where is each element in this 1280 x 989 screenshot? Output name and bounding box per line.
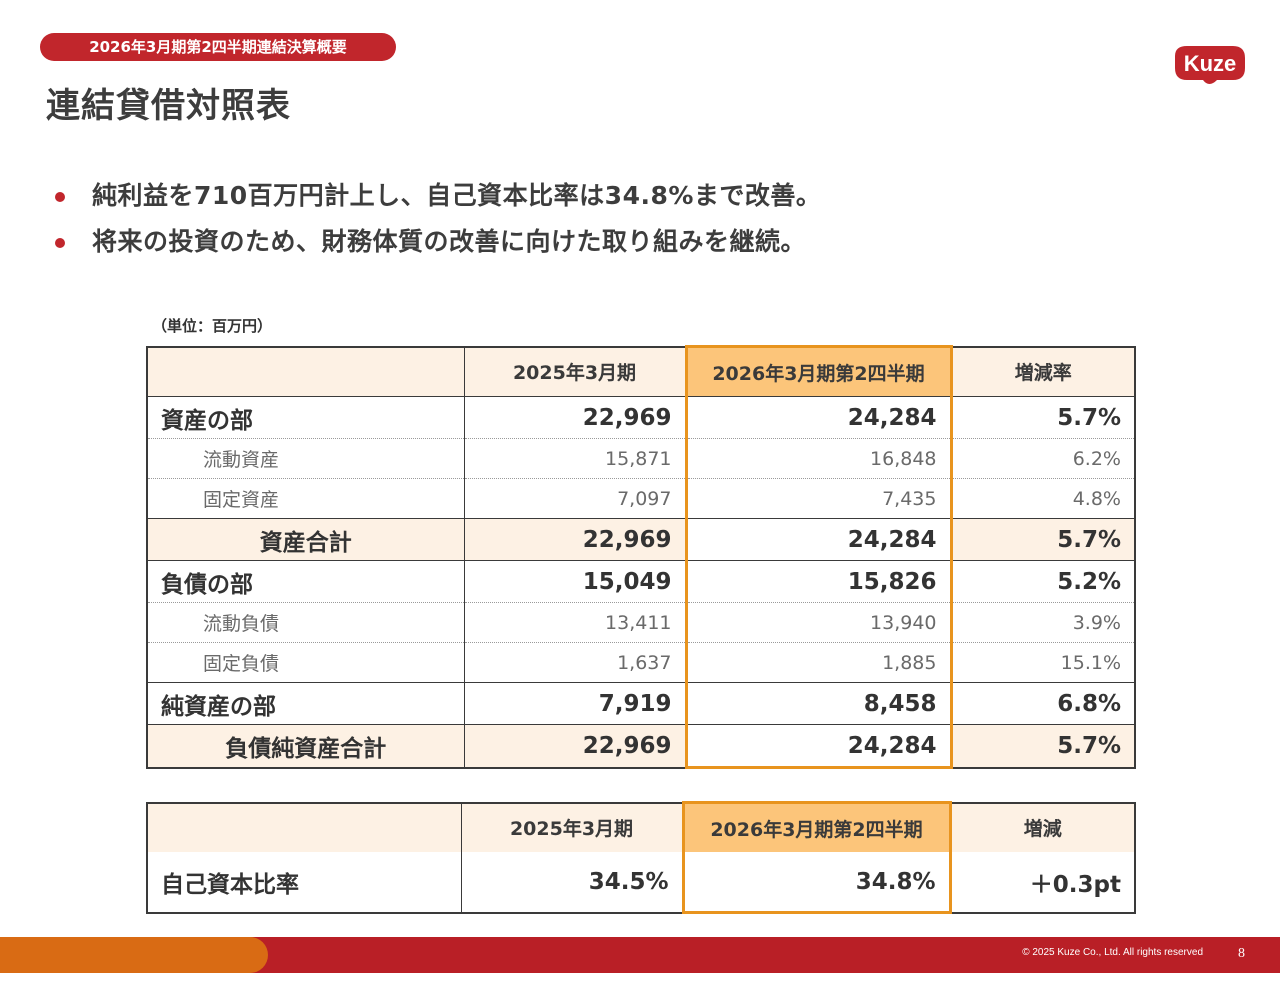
cell-rate: 4.8% <box>951 478 1135 519</box>
table-row-total: 資産合計 22,969 24,284 5.7% <box>147 518 1135 561</box>
table-row: 固定資産 7,097 7,435 4.8% <box>147 478 1135 519</box>
section-label: 2026年3月期第2四半期連結決算概要 <box>40 33 396 61</box>
cell-current: 16,848 <box>684 438 953 479</box>
unit-note: （単位：百万円） <box>152 317 273 335</box>
cell-current: 7,435 <box>684 478 953 519</box>
table-row: 純資産の部 7,919 8,458 6.8% <box>147 682 1135 725</box>
cell-current: 8,458 <box>684 682 953 725</box>
cell-prev: 1,637 <box>464 642 686 683</box>
cell-current: 34.8% <box>681 852 952 914</box>
cell-rate: 5.2% <box>951 560 1135 603</box>
header-cell-blank <box>147 346 465 397</box>
table-row: 資産の部 22,969 24,284 5.7% <box>147 396 1135 439</box>
cell-prev: 15,049 <box>464 560 686 603</box>
cell-prev: 22,969 <box>464 724 686 768</box>
cell-prev: 22,969 <box>464 518 686 561</box>
summary-bullets: 純利益を710百万円計上し、自己資本比率は34.8%まで改善。 将来の投資のため… <box>52 176 821 268</box>
table-row: 流動負債 13,411 13,940 3.9% <box>147 602 1135 643</box>
logo-text: Kuze <box>1184 51 1237 76</box>
cell-rate: 5.7% <box>951 724 1135 768</box>
row-label: 負債純資産合計 <box>147 724 465 768</box>
table-row: 自己資本比率 34.5% 34.8% ＋0.3pt <box>147 852 1135 914</box>
bullet-item: 純利益を710百万円計上し、自己資本比率は34.8%まで改善。 <box>52 176 821 222</box>
kuze-logo: Kuze <box>1175 46 1245 84</box>
row-label: 流動資産 <box>147 438 465 479</box>
row-label: 流動負債 <box>147 602 465 643</box>
cell-prev: 22,969 <box>464 396 686 439</box>
row-label: 固定資産 <box>147 478 465 519</box>
header-cell-current-period: 2026年3月期第2四半期 <box>684 345 953 397</box>
table-row-total: 負債純資産合計 22,969 24,284 5.7% <box>147 724 1135 769</box>
table-header-row: 2025年3月期 2026年3月期第2四半期 増減率 <box>147 345 1135 397</box>
cell-current: 1,885 <box>684 642 953 683</box>
cell-current: 13,940 <box>684 602 953 643</box>
cell-change: ＋0.3pt <box>950 852 1135 913</box>
bullet-text: 純利益を710百万円計上し、自己資本比率は34.8%まで改善。 <box>92 181 822 210</box>
row-label: 資産合計 <box>147 518 465 561</box>
footer-accent <box>0 937 268 973</box>
table-header-row: 2025年3月期 2026年3月期第2四半期 増減 <box>147 801 1135 853</box>
row-label: 負債の部 <box>147 560 465 603</box>
cell-current: 15,826 <box>684 560 953 603</box>
cell-current: 24,284 <box>684 518 953 561</box>
cell-rate: 6.8% <box>951 682 1135 725</box>
header-cell-rate: 増減率 <box>951 346 1135 397</box>
bullet-dot-icon <box>55 192 65 202</box>
table-row: 負債の部 15,049 15,826 5.2% <box>147 560 1135 603</box>
header-cell-prev-period: 2025年3月期 <box>464 346 686 397</box>
cell-rate: 3.9% <box>951 602 1135 643</box>
balance-sheet-table: 2025年3月期 2026年3月期第2四半期 増減率 資産の部 22,969 2… <box>146 345 1136 769</box>
table-row: 流動資産 15,871 16,848 6.2% <box>147 438 1135 479</box>
bullet-text: 将来の投資のため、財務体質の改善に向けた取り組みを継続。 <box>92 227 807 256</box>
copyright-text: © 2025 Kuze Co., Ltd. All rights reserve… <box>1022 947 1203 958</box>
header-cell-change: 増減 <box>950 802 1135 853</box>
row-label: 資産の部 <box>147 396 465 439</box>
cell-current: 24,284 <box>684 724 953 769</box>
header-cell-prev-period: 2025年3月期 <box>461 802 683 853</box>
cell-prev: 7,919 <box>464 682 686 725</box>
cell-rate: 5.7% <box>951 518 1135 561</box>
table-row: 固定負債 1,637 1,885 15.1% <box>147 642 1135 683</box>
bullet-item: 将来の投資のため、財務体質の改善に向けた取り組みを継続。 <box>52 222 821 268</box>
header-cell-blank <box>147 802 462 853</box>
cell-prev: 15,871 <box>464 438 686 479</box>
page-number: 8 <box>1238 946 1245 961</box>
cell-rate: 6.2% <box>951 438 1135 479</box>
header-cell-current-period: 2026年3月期第2四半期 <box>681 801 952 853</box>
cell-prev: 34.5% <box>461 852 683 913</box>
row-label: 純資産の部 <box>147 682 465 725</box>
cell-current: 24,284 <box>684 396 953 439</box>
equity-ratio-table: 2025年3月期 2026年3月期第2四半期 増減 自己資本比率 34.5% 3… <box>146 801 1136 914</box>
cell-prev: 13,411 <box>464 602 686 643</box>
bullet-dot-icon <box>55 238 65 248</box>
row-label: 自己資本比率 <box>147 852 462 913</box>
cell-rate: 5.7% <box>951 396 1135 439</box>
cell-prev: 7,097 <box>464 478 686 519</box>
page-title: 連結貸借対照表 <box>46 86 291 126</box>
cell-rate: 15.1% <box>951 642 1135 683</box>
row-label: 固定負債 <box>147 642 465 683</box>
